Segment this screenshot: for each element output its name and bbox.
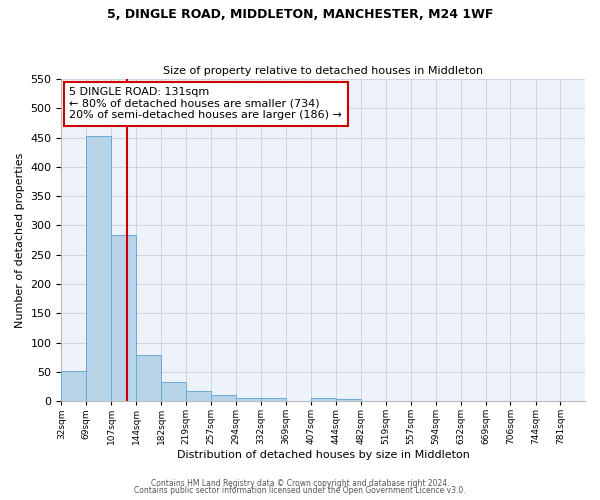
Title: Size of property relative to detached houses in Middleton: Size of property relative to detached ho… [163, 66, 483, 76]
Bar [261, 398, 286, 401]
Bar [161, 382, 186, 401]
Bar [136, 356, 161, 401]
Bar [186, 391, 211, 401]
X-axis label: Distribution of detached houses by size in Middleton: Distribution of detached houses by size … [177, 450, 470, 460]
Text: Contains public sector information licensed under the Open Government Licence v3: Contains public sector information licen… [134, 486, 466, 495]
Bar [336, 400, 361, 401]
Bar [61, 370, 86, 401]
Bar [112, 236, 136, 401]
Y-axis label: Number of detached properties: Number of detached properties [15, 152, 25, 328]
Text: Contains HM Land Registry data © Crown copyright and database right 2024.: Contains HM Land Registry data © Crown c… [151, 478, 449, 488]
Text: 5, DINGLE ROAD, MIDDLETON, MANCHESTER, M24 1WF: 5, DINGLE ROAD, MIDDLETON, MANCHESTER, M… [107, 8, 493, 20]
Bar [311, 398, 336, 401]
Text: 5 DINGLE ROAD: 131sqm
← 80% of detached houses are smaller (734)
20% of semi-det: 5 DINGLE ROAD: 131sqm ← 80% of detached … [69, 87, 342, 120]
Bar [211, 396, 236, 401]
Bar [86, 136, 110, 401]
Bar [236, 398, 260, 401]
